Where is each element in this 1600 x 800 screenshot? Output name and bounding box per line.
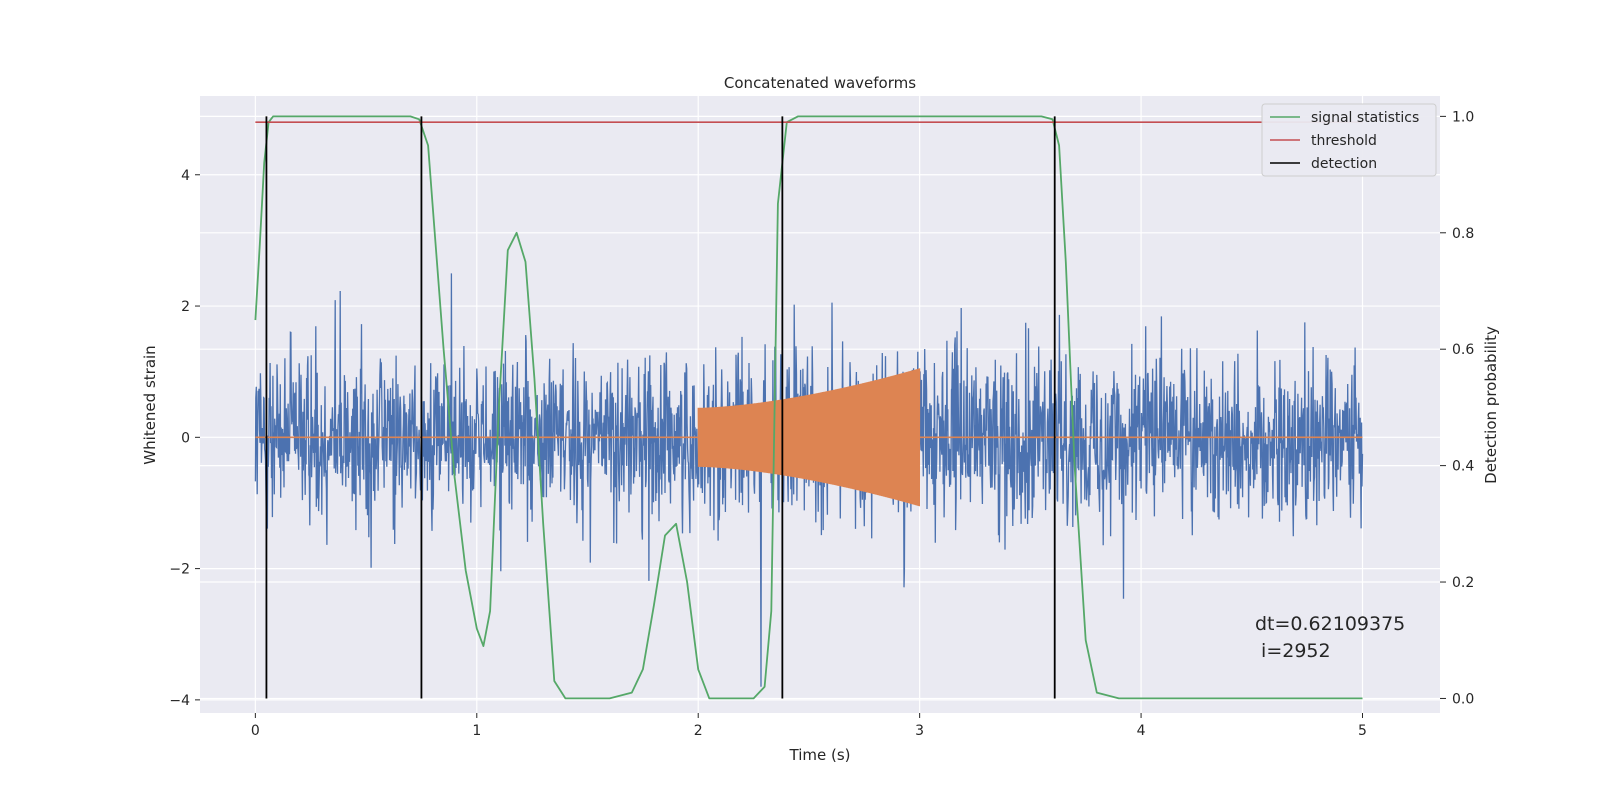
y2-tick-label-0: 0.0 [1452, 691, 1474, 707]
annotation-index: i=2952 [1255, 640, 1331, 662]
signal-statistics-line [254, 115, 1363, 700]
injection-series [255, 368, 1363, 507]
y2-tick-label-1: 0.2 [1452, 575, 1474, 591]
y2-tick-label-3: 0.6 [1452, 342, 1474, 358]
legend-label-threshold: threshold [1311, 133, 1377, 149]
y2-tick-label-5: 1.0 [1452, 109, 1474, 125]
y-tick-label-2: 0 [181, 430, 190, 446]
detection-series [265, 116, 1056, 699]
x-tick-label-2: 2 [694, 723, 703, 739]
x-tick-label-0: 0 [251, 723, 260, 739]
legend-label-signal-statistics: signal statistics [1311, 110, 1419, 126]
x-tick-label-1: 1 [472, 723, 481, 739]
injection-chirp [697, 368, 921, 507]
y-axis-label: Whitened strain [141, 345, 159, 464]
legend-label-detection: detection [1311, 156, 1377, 172]
x-axis-label: Time (s) [789, 746, 851, 764]
y-tick-label-4: 4 [181, 168, 190, 184]
axis-ticks: 0 1 2 3 4 5 −4 −2 0 2 4 0.0 0.2 0.4 0.6 0.8 1.0 [169, 109, 1474, 739]
y-tick-label-1: −2 [169, 562, 190, 578]
y-tick-label-0: −4 [169, 693, 190, 709]
y-tick-label-3: 2 [181, 299, 190, 315]
x-tick-label-5: 5 [1358, 723, 1367, 739]
signal-statistics-series [254, 115, 1363, 700]
x-tick-label-3: 3 [915, 723, 924, 739]
y2-tick-label-4: 0.8 [1452, 226, 1474, 242]
chart-title: Concatenated waveforms [724, 74, 916, 92]
y2-tick-label-2: 0.4 [1452, 459, 1474, 475]
x-tick-label-4: 4 [1137, 723, 1146, 739]
annotation-dt: dt=0.62109375 [1255, 613, 1405, 635]
legend: signal statistics threshold detection [1261, 103, 1437, 177]
y2-axis-label: Detection probability [1482, 326, 1500, 484]
strain-line [254, 273, 1364, 687]
legend-box [1261, 103, 1437, 177]
strain-series [254, 273, 1364, 687]
